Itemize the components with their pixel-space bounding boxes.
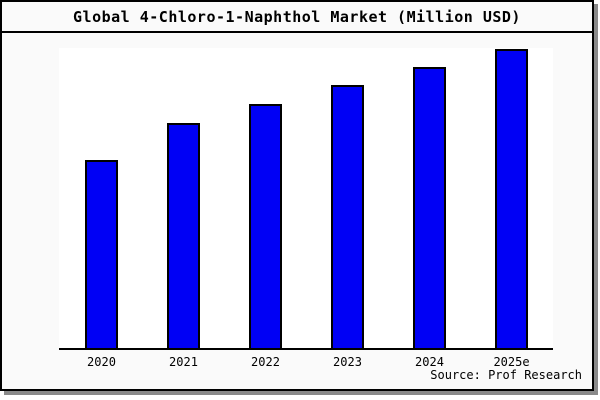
x-tick-2023: 2023 <box>333 355 362 369</box>
x-axis-labels: 2020 2021 2022 2023 2024 2025e <box>59 355 553 371</box>
x-tick-2021: 2021 <box>169 355 198 369</box>
x-tick-2022: 2022 <box>251 355 280 369</box>
bar-2022 <box>249 104 282 348</box>
chart-title: Global 4-Chloro-1-Naphthol Market (Milli… <box>73 8 521 26</box>
bar-2025e <box>495 49 528 348</box>
plot-area <box>59 48 553 350</box>
bar-2023 <box>331 85 364 348</box>
bar-2024 <box>413 67 446 348</box>
x-tick-2024: 2024 <box>415 355 444 369</box>
title-divider <box>2 31 592 33</box>
x-tick-2025e: 2025e <box>493 355 530 369</box>
x-tick-2020: 2020 <box>87 355 116 369</box>
bar-2020 <box>85 160 118 348</box>
chart-frame: Global 4-Chloro-1-Naphthol Market (Milli… <box>0 0 594 391</box>
bar-2021 <box>167 123 200 348</box>
source-note: Source: Prof Research <box>430 368 582 382</box>
